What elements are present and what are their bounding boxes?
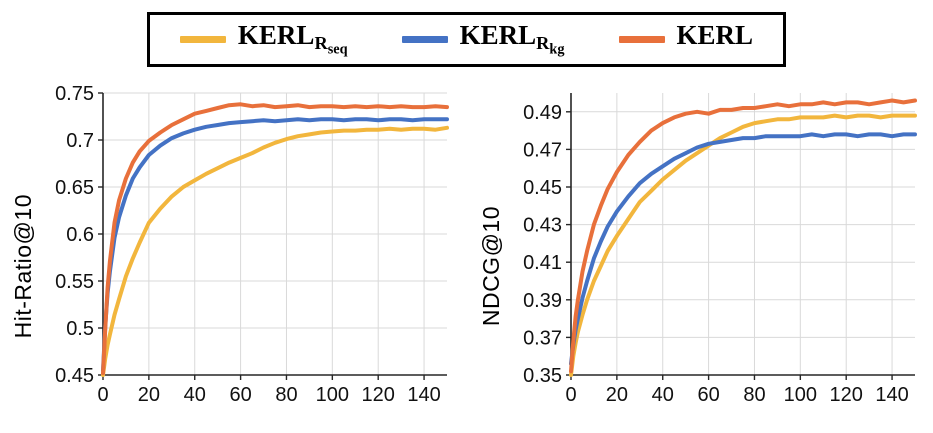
y-tick-label: 0.43 xyxy=(523,214,562,236)
ndcg-chart: NDCG@10 0.35 0.37 0.39 0.41 0.43 0.45 0.47 0.49… xyxy=(478,83,927,415)
legend-swatch-kerl-rseq xyxy=(179,35,226,43)
legend-item-kerl-rseq: KERLRseq xyxy=(179,22,348,57)
legend-swatch-kerl-rkg xyxy=(401,35,448,43)
y-tick-label: 0.75 xyxy=(55,83,94,105)
legend: KERLRseq KERLRkg KERL xyxy=(146,12,787,67)
x-tick-label: 100 xyxy=(784,384,817,406)
legend-label-subsub: kg xyxy=(549,41,565,58)
legend-swatch-kerl xyxy=(618,35,665,43)
hit-ratio-plot: 0.45 0.5 0.55 0.6 0.65 0.7 0.75 0 20 40 60 80 100 120… xyxy=(55,83,449,406)
legend-label-subsub: seq xyxy=(327,41,348,58)
charts-row: Hit-Ratio@10 0.45 0.5 0.55 0.6 0.65 0.7 0.75 0 2… xyxy=(0,83,933,415)
legend-label-sub: R xyxy=(536,33,550,54)
x-tick-label: 0 xyxy=(565,384,576,406)
legend-item-kerl: KERL xyxy=(618,22,754,57)
series-KERL xyxy=(101,102,449,375)
x-tick-label: 80 xyxy=(743,384,765,406)
hit-ratio-y-axis-label: Hit-Ratio@10 xyxy=(10,193,36,338)
y-tick-label: 0.47 xyxy=(523,139,562,161)
series-KERL xyxy=(569,98,917,373)
y-tick-label: 0.7 xyxy=(66,130,94,152)
legend-label-main: KERL xyxy=(676,20,754,50)
legend-item-kerl-rkg: KERLRkg xyxy=(401,22,565,57)
y-tick-label: 0.41 xyxy=(523,252,562,274)
y-tick-label: 0.45 xyxy=(55,365,94,387)
legend-label-main: KERL xyxy=(237,20,315,50)
x-tick-label: 40 xyxy=(184,384,206,406)
legend-label-main: KERL xyxy=(459,20,537,50)
legend-label-sub: R xyxy=(314,33,328,54)
x-tick-label: 20 xyxy=(138,384,160,406)
hit-ratio-chart: Hit-Ratio@10 0.45 0.5 0.55 0.6 0.65 0.7 0.75 0 2… xyxy=(10,83,459,415)
series-KERL_Rseq xyxy=(569,113,917,377)
y-tick-label: 0.5 xyxy=(66,318,94,340)
legend-label-kerl: KERL xyxy=(677,22,754,57)
x-tick-label: 60 xyxy=(229,384,251,406)
y-tick-label: 0.65 xyxy=(55,177,94,199)
y-tick-label: 0.6 xyxy=(66,224,94,246)
legend-label-kerl-rseq: KERLRseq xyxy=(238,22,348,57)
y-tick-label: 0.45 xyxy=(523,177,562,199)
x-tick-label: 0 xyxy=(97,384,108,406)
y-tick-label: 0.49 xyxy=(523,102,562,124)
series-KERL_Rkg xyxy=(569,132,917,366)
x-tick-label: 80 xyxy=(275,384,297,406)
x-tick-label: 40 xyxy=(652,384,674,406)
series-KERL_Rseq xyxy=(101,125,449,377)
ndcg-y-axis-label: NDCG@10 xyxy=(478,205,504,326)
x-tick-label: 140 xyxy=(875,384,908,406)
y-tick-label: 0.37 xyxy=(523,327,562,349)
y-tick-label: 0.39 xyxy=(523,290,562,312)
series-KERL_Rkg xyxy=(101,117,449,373)
x-tick-label: 100 xyxy=(316,384,349,406)
legend-label-kerl-rkg: KERLRkg xyxy=(460,22,565,57)
x-tick-label: 120 xyxy=(830,384,863,406)
y-tick-label: 0.55 xyxy=(55,271,94,293)
x-tick-label: 140 xyxy=(407,384,440,406)
y-tick-label: 0.35 xyxy=(523,365,562,387)
x-tick-label: 20 xyxy=(606,384,628,406)
x-tick-label: 60 xyxy=(697,384,719,406)
ndcg-plot: 0.35 0.37 0.39 0.41 0.43 0.45 0.47 0.49 0 20 40 60 8… xyxy=(523,92,917,406)
x-tick-label: 120 xyxy=(362,384,395,406)
